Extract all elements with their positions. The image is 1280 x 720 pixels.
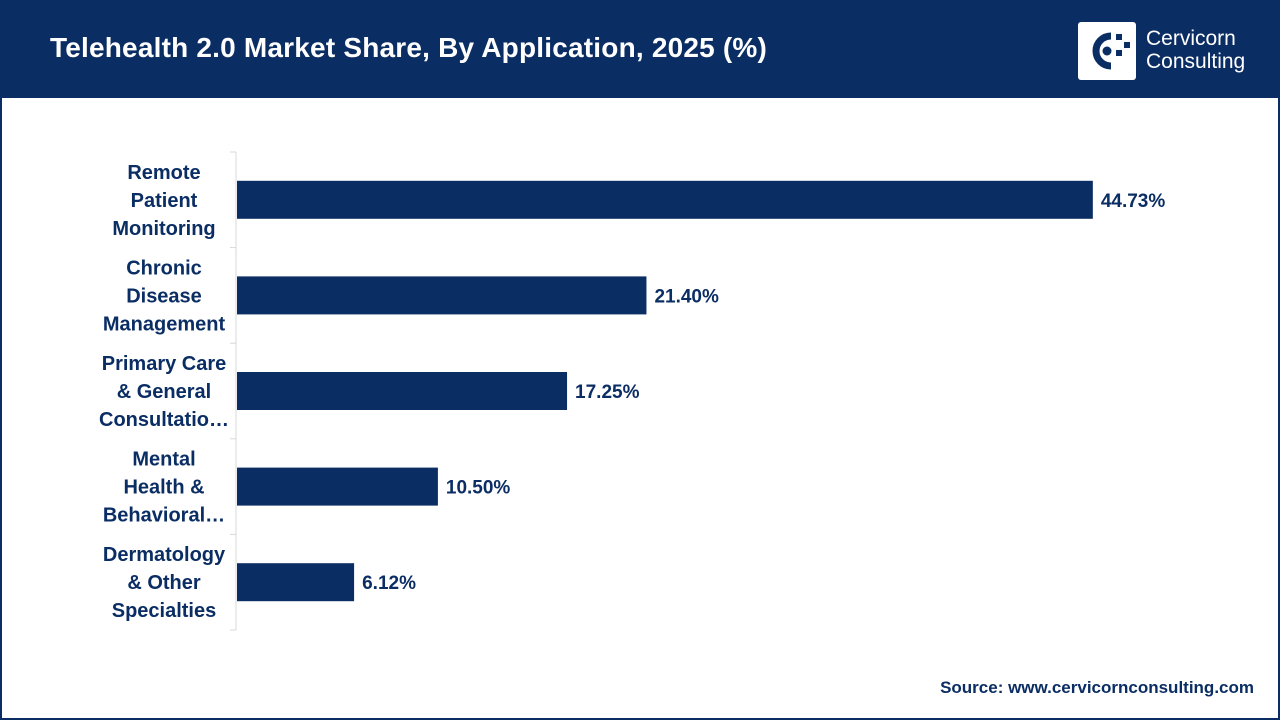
category-label: Monitoring — [112, 218, 215, 240]
logo-wordmark: Cervicorn Consulting — [1146, 27, 1245, 73]
category-label: Patient — [131, 190, 198, 212]
category-label: Dermatology — [103, 544, 226, 566]
category-label: Mental — [132, 449, 195, 471]
data-label: 44.73% — [1101, 191, 1166, 212]
category-label: Primary Care — [102, 353, 227, 375]
category-label: Chronic — [126, 257, 202, 279]
category-label: & Other — [127, 572, 201, 594]
category-label: Disease — [126, 285, 202, 307]
data-label: 17.25% — [575, 382, 640, 403]
category-label: Health & — [123, 477, 204, 499]
bar — [237, 563, 355, 602]
bar — [237, 467, 438, 506]
bar — [237, 372, 568, 410]
category-label: Consultatio… — [99, 409, 229, 431]
logo-line-1: Cervicorn — [1146, 27, 1236, 50]
category-label: Specialties — [112, 600, 217, 622]
logo-line-2: Consulting — [1146, 50, 1246, 73]
bar — [237, 276, 647, 315]
category-label: Behavioral… — [103, 505, 225, 527]
logo-icon — [1078, 22, 1136, 80]
category-label: Management — [103, 313, 226, 335]
data-label: 21.40% — [654, 286, 719, 307]
category-label: & General — [117, 381, 211, 403]
chart-title: Telehealth 2.0 Market Share, By Applicat… — [50, 32, 768, 63]
header-bar: Telehealth 2.0 Market Share, By Applicat… — [2, 2, 1278, 98]
company-logo: Cervicorn Consulting — [1078, 22, 1268, 80]
category-label: Remote — [127, 162, 200, 184]
bar — [237, 180, 1093, 219]
data-label: 10.50% — [446, 478, 511, 499]
data-label: 6.12% — [362, 573, 416, 594]
source-note: Source: www.cervicornconsulting.com — [940, 678, 1254, 697]
